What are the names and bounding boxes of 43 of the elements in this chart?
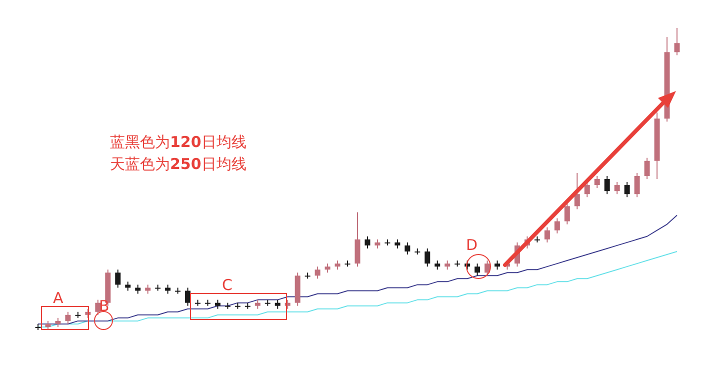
candlestick [45, 320, 51, 330]
candlestick [564, 202, 570, 225]
candlestick [394, 238, 400, 249]
candlestick [554, 218, 560, 234]
candlestick [634, 172, 640, 198]
candlestick [544, 226, 550, 243]
candlestick [584, 182, 590, 198]
candlestick [55, 317, 61, 328]
candlestick [274, 299, 280, 310]
candlestick [364, 236, 370, 249]
candlestick [95, 299, 101, 316]
candlestick [334, 260, 340, 270]
candlestick [474, 263, 480, 276]
candlestick [165, 284, 171, 294]
annotation: A [53, 289, 64, 307]
candlestick [644, 157, 650, 180]
candlestick [324, 263, 330, 274]
candlestick [444, 260, 450, 270]
candlestick [594, 175, 600, 189]
annotation: 蓝黑色为120日均线 [110, 133, 246, 151]
annotation: B [99, 297, 110, 315]
candlestick [65, 311, 71, 324]
annotation: D [466, 236, 478, 254]
candlestick [185, 287, 191, 306]
candlestick [145, 284, 151, 294]
candlestick [374, 238, 380, 249]
candlestick [614, 182, 620, 195]
candlestick [115, 269, 121, 288]
candlestick [314, 266, 320, 280]
candlestick [434, 260, 440, 270]
candlestick [674, 28, 680, 56]
candlestick [254, 299, 260, 310]
annotation: 天蓝色为250日均线 [110, 155, 246, 173]
candlestick [175, 287, 181, 294]
candlestick [494, 260, 500, 270]
candlestick [214, 299, 220, 310]
annotation: C [222, 276, 232, 294]
candlestick [604, 175, 610, 195]
candlestick [125, 281, 131, 292]
candlestick [624, 182, 630, 198]
candlestick [404, 242, 410, 255]
candlestick [135, 284, 141, 294]
candlestick [424, 248, 430, 268]
